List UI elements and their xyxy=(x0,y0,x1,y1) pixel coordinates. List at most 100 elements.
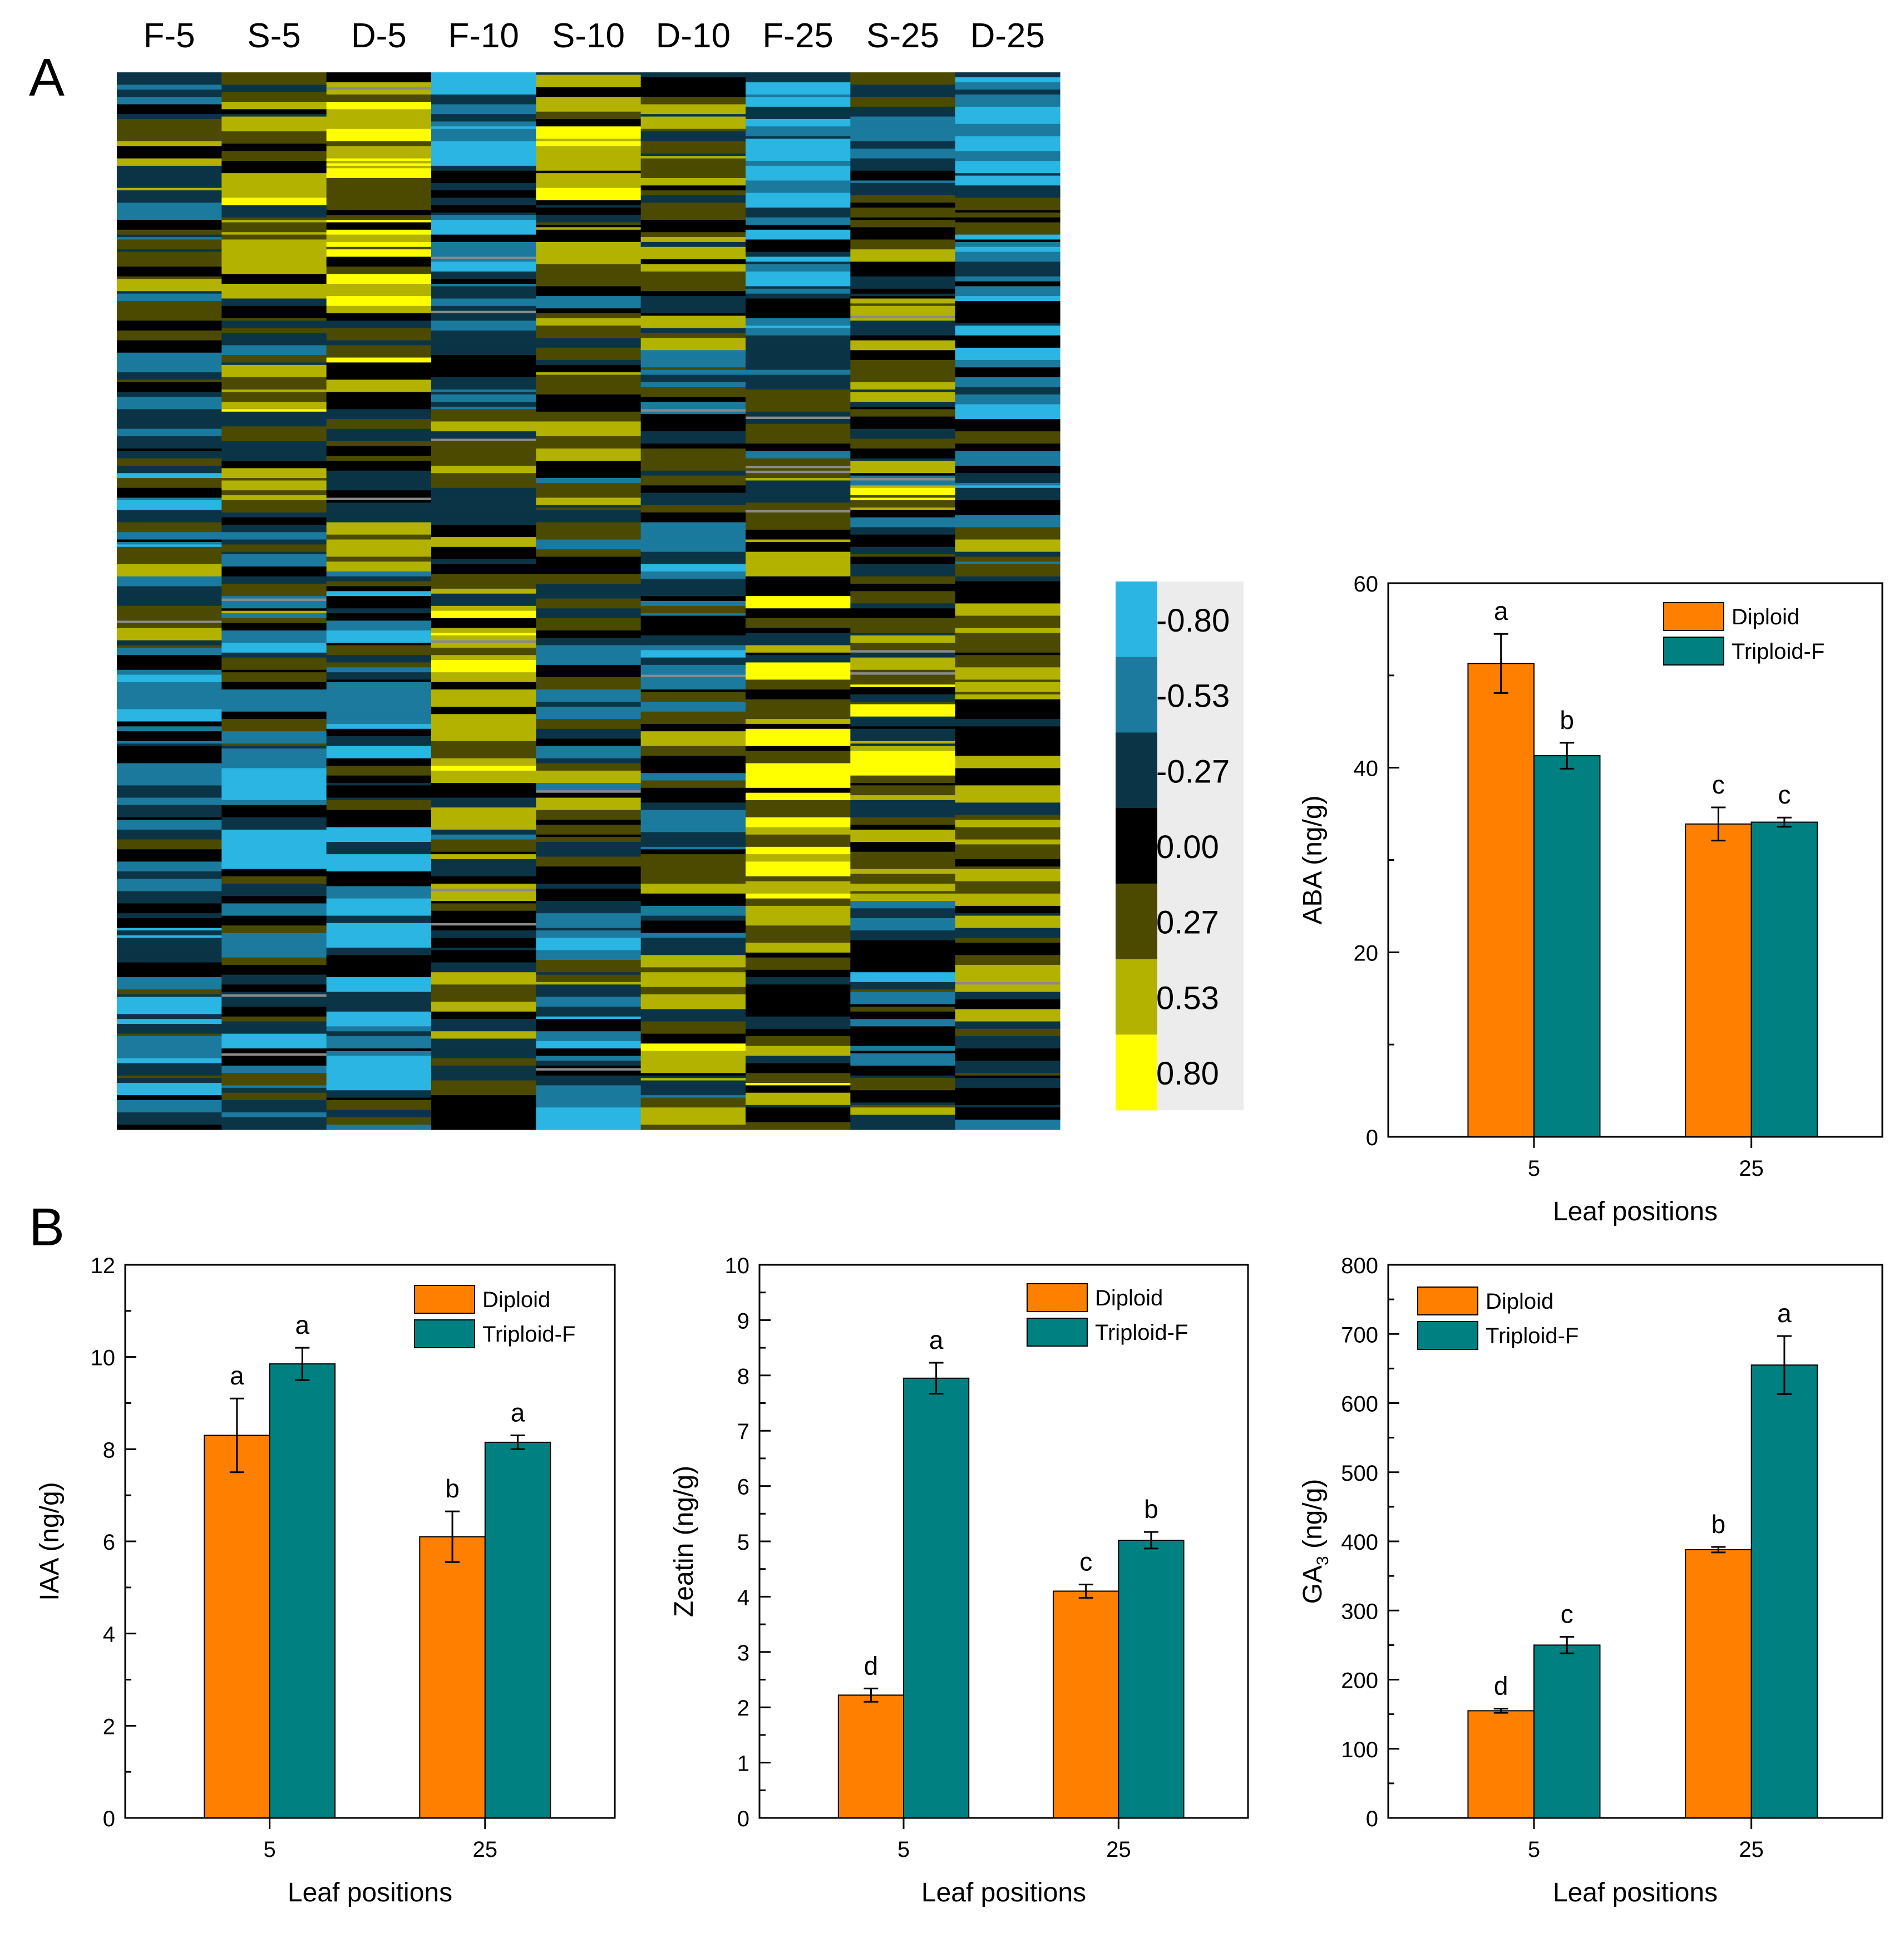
heatmap-cell xyxy=(431,264,536,267)
heatmap-cell xyxy=(955,517,1060,520)
heatmap-cell xyxy=(955,146,1060,149)
heatmap-cell xyxy=(850,305,956,309)
heatmap-cell xyxy=(117,901,222,904)
heatmap-cell xyxy=(850,208,956,211)
heatmap-cell xyxy=(640,1105,746,1108)
heatmap-cell xyxy=(850,792,956,796)
heatmap-cell xyxy=(326,952,432,955)
heatmap-cell xyxy=(955,982,1060,985)
heatmap-cell xyxy=(117,815,222,818)
heatmap-cell xyxy=(536,158,642,161)
heatmap-cell xyxy=(640,114,746,117)
heatmap-cell xyxy=(117,456,222,459)
heatmap-cell xyxy=(746,1117,851,1120)
heatmap-cell xyxy=(850,588,956,592)
heatmap-cell xyxy=(640,564,746,567)
heatmap-cell xyxy=(850,1115,956,1118)
legend-label: Triploid-F xyxy=(482,1322,575,1347)
heatmap-cell xyxy=(746,974,851,978)
heatmap-cell xyxy=(955,874,1060,877)
heatmap-cell xyxy=(326,198,432,201)
heatmap-cell xyxy=(326,967,432,970)
heatmap-cell xyxy=(117,151,222,154)
y-tick-label: 40 xyxy=(1354,757,1379,781)
heatmap-cell xyxy=(746,684,851,688)
heatmap-cell xyxy=(326,300,432,304)
heatmap-cell xyxy=(221,340,327,343)
heatmap-cell xyxy=(117,773,222,776)
heatmap-cell xyxy=(955,461,1060,464)
heatmap-cell xyxy=(640,136,746,139)
heatmap-cell xyxy=(746,355,851,358)
heatmap-cell xyxy=(640,178,746,181)
heatmap-cell xyxy=(850,298,956,302)
heatmap-cell xyxy=(536,1061,642,1064)
heatmap-cell xyxy=(326,918,432,921)
heatmap-cell xyxy=(117,323,222,326)
heatmap-cell xyxy=(746,930,851,934)
heatmap-cell xyxy=(326,94,432,97)
heatmap-cell xyxy=(221,470,327,474)
x-tick-label: 25 xyxy=(1739,1837,1764,1862)
heatmap-cell xyxy=(326,709,432,712)
heatmap-cell xyxy=(117,198,222,201)
heatmap-cell xyxy=(746,633,851,636)
heatmap-cell xyxy=(326,144,432,147)
heatmap-cell xyxy=(955,1070,1060,1073)
heatmap-cell xyxy=(117,1038,222,1042)
heatmap-cell xyxy=(850,109,956,112)
heatmap-cell xyxy=(431,475,536,479)
heatmap-cell xyxy=(326,716,432,719)
heatmap-cell xyxy=(431,119,536,122)
heatmap-cell xyxy=(746,628,851,631)
heatmap-cell xyxy=(955,864,1060,867)
heatmap-cell xyxy=(955,662,1060,666)
heatmap-cell xyxy=(955,387,1060,390)
heatmap-cell xyxy=(326,385,432,388)
heatmap-cell xyxy=(117,546,222,550)
heatmap-cell xyxy=(746,539,851,543)
heatmap-cell xyxy=(955,438,1060,442)
heatmap-cell xyxy=(955,114,1060,117)
heatmap-cell xyxy=(640,212,746,215)
heatmap-cell xyxy=(221,507,327,511)
color-scale-swatch xyxy=(1116,657,1157,733)
heatmap-cell xyxy=(117,674,222,678)
heatmap-cell xyxy=(746,598,851,602)
heatmap-cell xyxy=(117,208,222,211)
heatmap-cell xyxy=(221,901,327,904)
heatmap-cell xyxy=(431,495,536,499)
heatmap-cell xyxy=(117,537,222,540)
heatmap-cell xyxy=(955,507,1060,511)
heatmap-cell xyxy=(746,955,851,958)
y-tick-label: 300 xyxy=(1341,1599,1378,1624)
heatmap-cell xyxy=(640,522,746,525)
heatmap-cell xyxy=(431,723,536,727)
heatmap-cell xyxy=(536,310,642,314)
heatmap-cell xyxy=(117,579,222,582)
heatmap-cell xyxy=(431,564,536,567)
heatmap-cell xyxy=(326,785,432,788)
heatmap-cell xyxy=(221,815,327,818)
heatmap-cell xyxy=(431,780,536,783)
heatmap-cell xyxy=(746,807,851,811)
heatmap-cell xyxy=(221,960,327,963)
heatmap-cell xyxy=(536,756,642,759)
heatmap-cell xyxy=(117,87,222,90)
heatmap-cell xyxy=(326,153,432,156)
heatmap-cell xyxy=(536,239,642,243)
heatmap-cell xyxy=(431,741,536,744)
heatmap-cell xyxy=(955,846,1060,850)
heatmap-cell xyxy=(640,669,746,673)
heatmap-cell xyxy=(640,406,746,410)
heatmap-cell xyxy=(326,893,432,896)
heatmap-cell xyxy=(746,1107,851,1111)
heatmap-cell xyxy=(117,180,222,184)
heatmap-cell xyxy=(117,281,222,284)
heatmap-cell xyxy=(326,992,432,995)
heatmap-cell xyxy=(431,977,536,980)
x-axis-label: Leaf positions xyxy=(1553,1197,1718,1226)
heatmap-cell xyxy=(955,119,1060,122)
heatmap-cell xyxy=(746,433,851,437)
heatmap-cell xyxy=(536,918,642,921)
